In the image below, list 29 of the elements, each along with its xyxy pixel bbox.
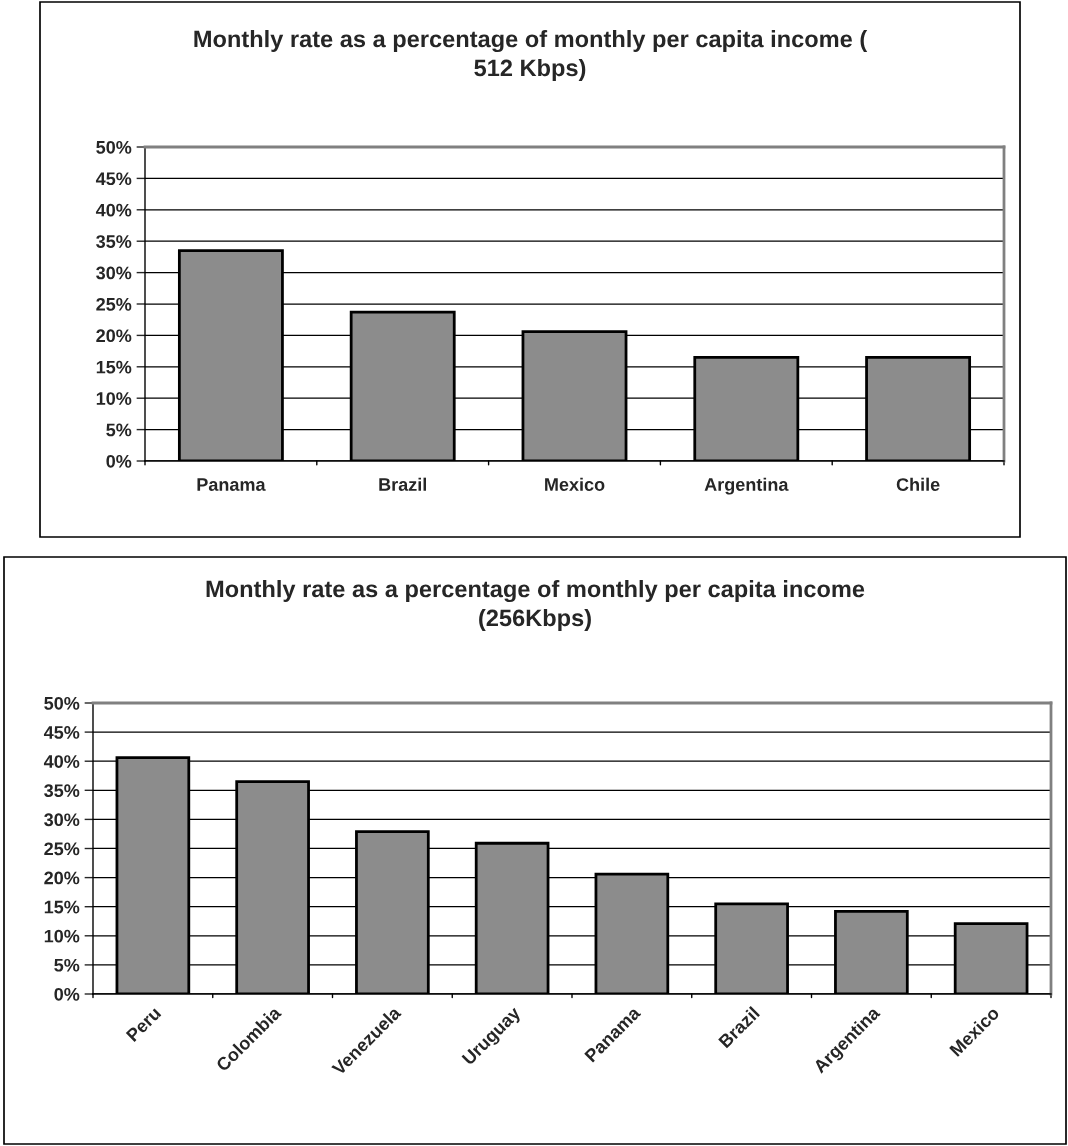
y-tick-label: 15% [96, 360, 132, 374]
y-tick-label: 45% [95, 172, 132, 186]
y-tick-label: 35% [44, 784, 80, 798]
x-tick-label: Mexico [545, 477, 605, 491]
y-tick-label: 0% [54, 987, 80, 1001]
y-tick-label: 45% [43, 726, 80, 739]
x-tick-label: Panama [197, 478, 266, 491]
x-tick-label: Chile [896, 477, 940, 491]
y-tick-label: 25% [96, 297, 132, 311]
y-tick-label: 15% [44, 900, 80, 914]
y-tick-label: 5% [54, 958, 80, 972]
y-tick-label: 10% [44, 929, 80, 943]
x-tick-label: Argentina [704, 477, 789, 495]
y-tick-label: 0% [106, 454, 132, 468]
y-tick-label: 5% [106, 423, 132, 437]
y-tick-label: 10% [96, 392, 132, 405]
y-tick-label: 20% [96, 329, 132, 343]
x-tick-label: Brazil [379, 477, 427, 491]
chart-title: Monthly rate as a percentage of monthly per capita income ( 512 Kbps) [194, 30, 868, 81]
y-tick-label: 40% [95, 203, 132, 217]
y-tick-label: 50% [44, 696, 80, 710]
y-tick-label: 40% [43, 755, 80, 768]
y-tick-label: 30% [96, 266, 132, 280]
chart-title: Monthly rate as a percentage of monthly per capita income (256Kbps) [206, 580, 865, 631]
y-tick-label: 30% [44, 813, 80, 827]
y-tick-label: 25% [44, 842, 80, 856]
y-tick-label: 20% [44, 871, 80, 885]
y-tick-label: 50% [96, 140, 132, 154]
y-tick-label: 35% [96, 235, 132, 248]
